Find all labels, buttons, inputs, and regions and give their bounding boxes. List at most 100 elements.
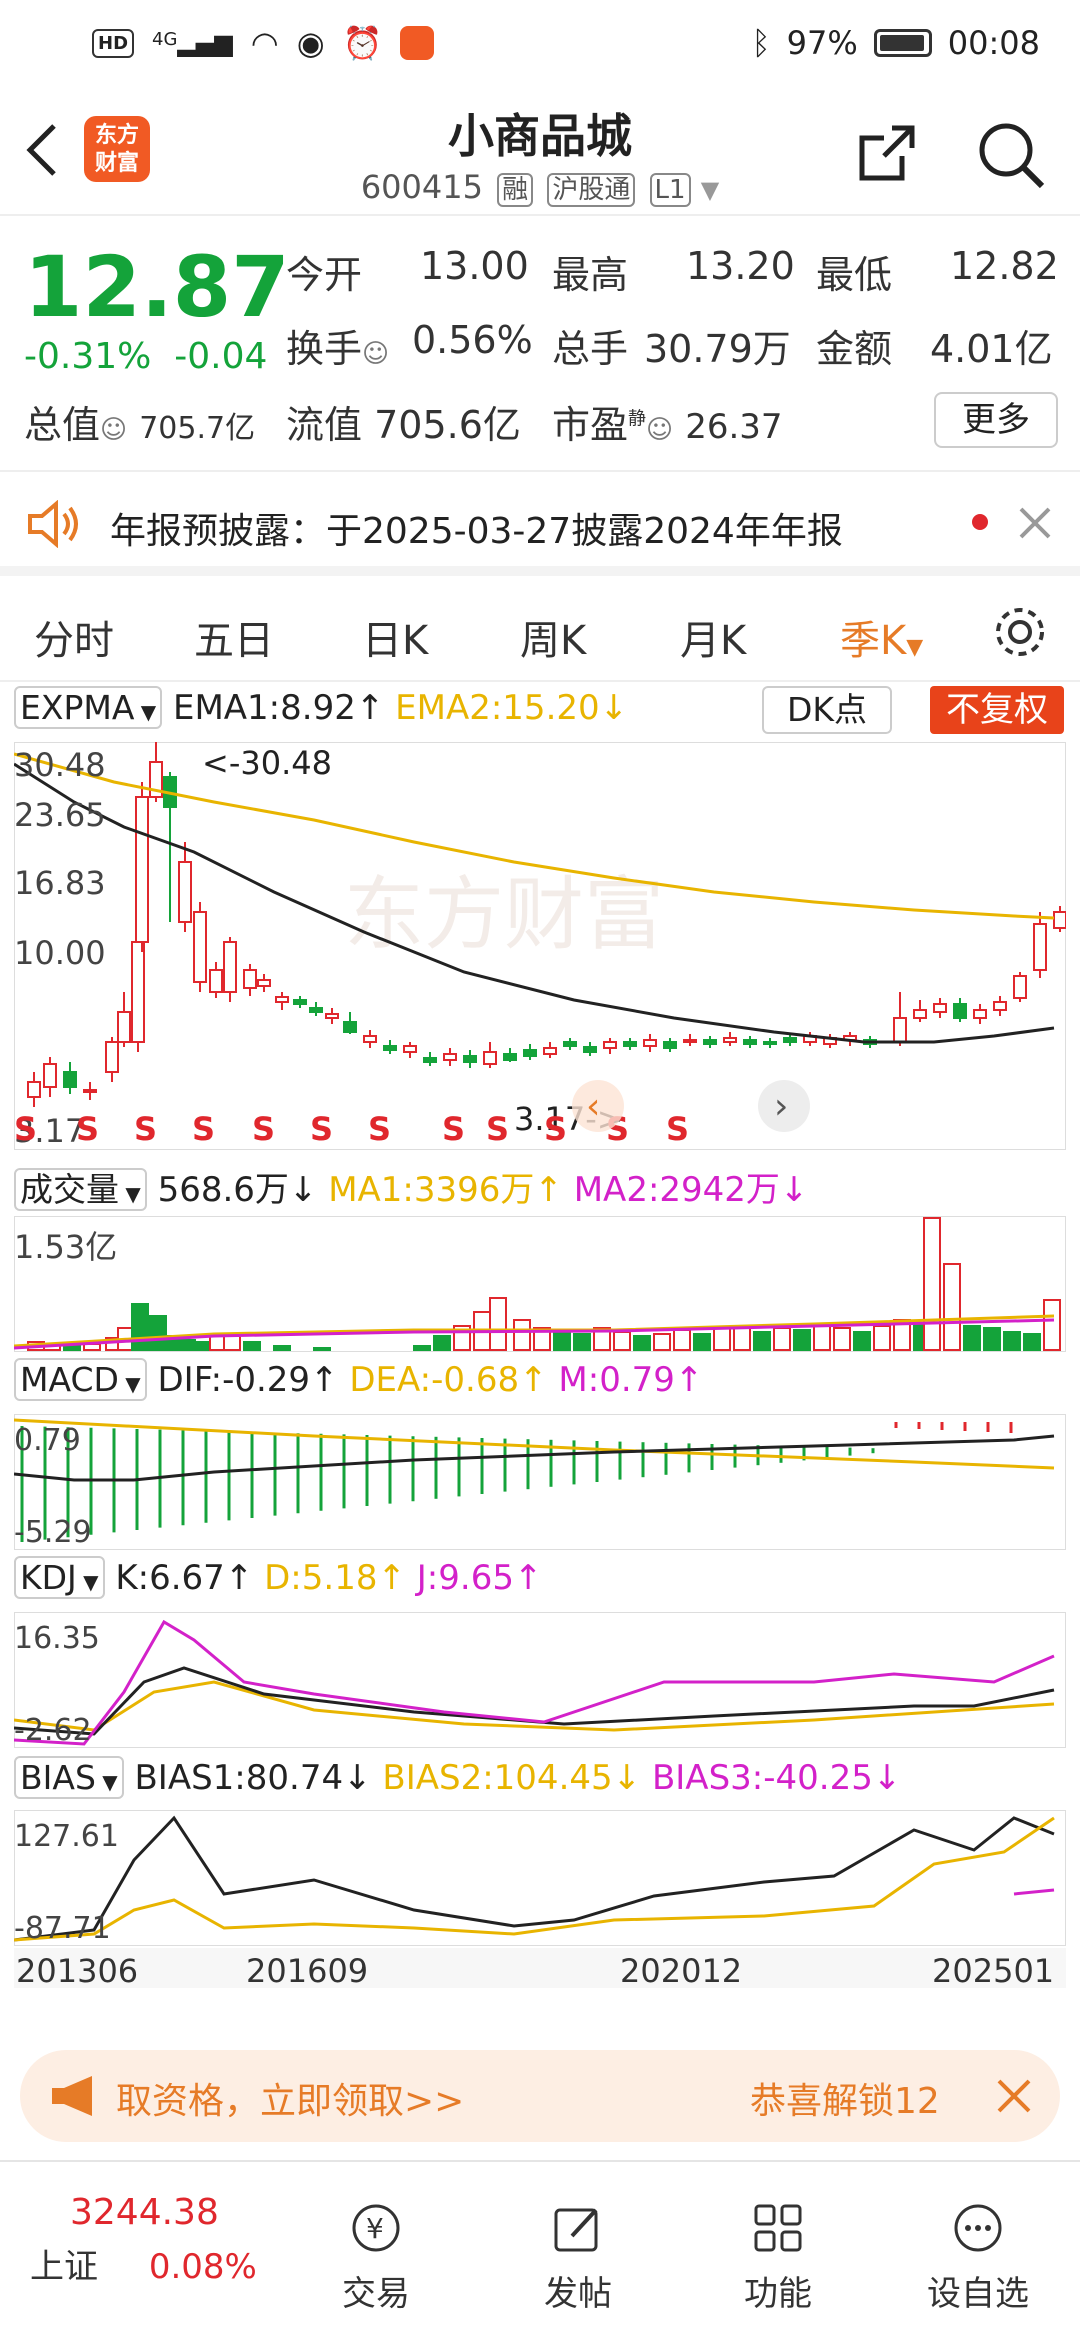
x-label-3: 202012 bbox=[620, 1952, 743, 1990]
battery-icon bbox=[873, 29, 932, 57]
bottom-nav: 3244.38 上证 0.08% ¥ 交易 发帖 功能 设自选 bbox=[0, 2160, 1080, 2340]
macd-ytop: 0.79 bbox=[14, 1423, 81, 1458]
back-icon[interactable] bbox=[22, 122, 62, 178]
price-change: -0.31% -0.04 bbox=[24, 336, 268, 377]
info-icon: ☺ bbox=[646, 415, 674, 445]
tag-margin: 融 bbox=[497, 173, 534, 207]
chevron-down-icon[interactable]: ▼ bbox=[700, 176, 720, 204]
more-button[interactable]: 更多 bbox=[934, 392, 1058, 448]
nav-functions[interactable]: 功能 bbox=[708, 2202, 848, 2315]
vol-ma1: MA1:3396万↑ bbox=[328, 1170, 563, 1210]
macd-m: M:0.79↑ bbox=[558, 1360, 704, 1400]
macd-dif: DIF:-0.29↑ bbox=[157, 1360, 339, 1400]
amount-label: 金额 bbox=[816, 327, 893, 371]
announcement-bar[interactable]: 年报预披露：于2025-03-27披露2024年年报 bbox=[0, 470, 1080, 576]
bias-chart[interactable]: 127.61 -87.71 bbox=[14, 1810, 1066, 1946]
stock-code-line: 600415 融 沪股通 L1 ▼ bbox=[0, 168, 1080, 207]
amount-value: 4.01亿 bbox=[930, 327, 1053, 371]
x-label-2: 201609 bbox=[246, 1952, 369, 1990]
gear-icon[interactable] bbox=[990, 602, 1050, 662]
kdj-select[interactable]: KDJ ▼ bbox=[14, 1556, 105, 1599]
index-name: 上证 bbox=[30, 2247, 98, 2287]
macd-ybot: -5.29 bbox=[14, 1515, 92, 1550]
tab-daily-k[interactable]: 日K bbox=[362, 618, 429, 664]
volume-select[interactable]: 成交量 ▼ bbox=[14, 1168, 147, 1211]
stock-code: 600415 bbox=[360, 168, 483, 206]
macd-chart[interactable]: 0.79 -5.29 bbox=[14, 1414, 1066, 1550]
pe-ratio: 市盈静☺ 26.37 bbox=[552, 403, 783, 447]
bluetooth-icon: ᛒ bbox=[751, 24, 771, 62]
svg-text:›: › bbox=[774, 1086, 788, 1127]
dk-point-button[interactable]: DK点 bbox=[762, 686, 892, 734]
index-ticker[interactable]: 3244.38 上证 0.08% bbox=[30, 2192, 270, 2288]
kdj-k: K:6.67↑ bbox=[115, 1558, 254, 1598]
tab-five-day[interactable]: 五日 bbox=[194, 618, 274, 664]
svg-text:¥: ¥ bbox=[366, 2212, 384, 2245]
wifi-icon: ◠ bbox=[250, 24, 279, 62]
ylabel-3: 16.83 bbox=[14, 864, 106, 902]
more-dots-icon bbox=[954, 2204, 1002, 2252]
x-axis: 201306 201609 202012 202501 bbox=[14, 1948, 1066, 1990]
signal-icon: 4G▂▄▆ bbox=[152, 29, 233, 57]
promo-banner[interactable]: 取资格，立即领取>> 恭喜解锁12 bbox=[20, 2050, 1060, 2142]
tag-level: L1 bbox=[649, 173, 691, 207]
kdj-chart[interactable]: 16.35 -2.62 bbox=[14, 1612, 1066, 1748]
kdj-d: D:5.18↑ bbox=[264, 1558, 406, 1598]
close-icon[interactable] bbox=[996, 2078, 1032, 2114]
max-marker: <-30.48 bbox=[202, 744, 332, 782]
status-bar: HD 4G▂▄▆ ◠ ◉ ⏰ ᛒ 97% 00:08 bbox=[0, 0, 1080, 86]
svg-text:‹: ‹ bbox=[586, 1086, 600, 1127]
svg-text:S: S bbox=[666, 1110, 689, 1148]
ema1-value: EMA1:8.92↑ bbox=[172, 688, 385, 728]
brand-logo: 东方财富 bbox=[84, 116, 150, 182]
nav-add-watchlist[interactable]: 设自选 bbox=[908, 2202, 1048, 2315]
kline-chart[interactable]: 东方财富 30.48 23.65 16.83 10.00 3.17 <-30.4… bbox=[14, 742, 1066, 1150]
bias3: BIAS3:-40.25↓ bbox=[651, 1758, 902, 1798]
yen-icon: ¥ bbox=[352, 2204, 400, 2252]
svg-text:S: S bbox=[544, 1110, 567, 1148]
volume-chart[interactable]: 1.53亿 bbox=[14, 1216, 1066, 1352]
nav-post[interactable]: 发帖 bbox=[508, 2202, 648, 2315]
battery-percent: 97% bbox=[786, 24, 858, 62]
svg-text:S: S bbox=[192, 1110, 215, 1148]
nav-trade[interactable]: ¥ 交易 bbox=[306, 2202, 446, 2315]
tag-connect: 沪股通 bbox=[547, 173, 636, 207]
unread-dot bbox=[972, 514, 988, 530]
edit-icon bbox=[554, 2208, 598, 2252]
share-icon[interactable] bbox=[856, 122, 918, 184]
volume-label: 总手 bbox=[552, 327, 629, 371]
low-label: 最低 bbox=[816, 253, 893, 297]
macd-indicator-row: MACD ▼ DIF:-0.29↑ DEA:-0.68↑ M:0.79↑ bbox=[14, 1358, 704, 1401]
vol-ma2: MA2:2942万↓ bbox=[573, 1170, 809, 1210]
scroll-arrows[interactable]: ‹ › bbox=[572, 1080, 810, 1132]
macd-dea: DEA:-0.68↑ bbox=[349, 1360, 548, 1400]
close-icon[interactable] bbox=[1018, 506, 1052, 540]
indicator-select[interactable]: EXPMA ▼ bbox=[14, 686, 163, 729]
tab-monthly-k[interactable]: 月K bbox=[680, 618, 747, 664]
stock-name: 小商品城 bbox=[448, 109, 632, 163]
alarm-icon: ⏰ bbox=[342, 24, 383, 62]
tab-quarterly-k[interactable]: 季K▼ bbox=[840, 618, 924, 664]
promo-right-text: 恭喜解锁12 bbox=[750, 2081, 940, 2122]
megaphone-icon bbox=[52, 2076, 92, 2116]
ema2-value: EMA2:15.20↓ bbox=[395, 688, 629, 728]
macd-select[interactable]: MACD ▼ bbox=[14, 1358, 147, 1401]
bias-select[interactable]: BIAS ▼ bbox=[14, 1756, 124, 1799]
kline-indicator-row: EXPMA ▼ EMA1:8.92↑ EMA2:15.20↓ bbox=[14, 686, 629, 729]
bias2: BIAS2:104.45↓ bbox=[382, 1758, 642, 1798]
ylabel-bottom: 3.17 bbox=[14, 1112, 85, 1150]
bias-indicator-row: BIAS ▼ BIAS1:80.74↓ BIAS2:104.45↓ BIAS3:… bbox=[14, 1756, 902, 1799]
search-icon[interactable] bbox=[976, 120, 1046, 190]
x-label-1: 201306 bbox=[16, 1952, 139, 1990]
kdj-ybot: -2.62 bbox=[14, 1713, 92, 1748]
vol-ylabel: 1.53亿 bbox=[14, 1228, 117, 1266]
tab-weekly-k[interactable]: 周K bbox=[520, 618, 587, 664]
svg-text:S: S bbox=[310, 1110, 333, 1148]
adjust-mode-button[interactable]: 不复权 bbox=[930, 686, 1064, 734]
tab-intraday[interactable]: 分时 bbox=[34, 618, 114, 664]
watermark: 东方财富 bbox=[344, 868, 664, 961]
low-value: 12.82 bbox=[950, 244, 1059, 288]
svg-text:S: S bbox=[76, 1110, 99, 1148]
last-price: 12.87 bbox=[24, 238, 290, 336]
svg-text:S: S bbox=[368, 1110, 391, 1148]
